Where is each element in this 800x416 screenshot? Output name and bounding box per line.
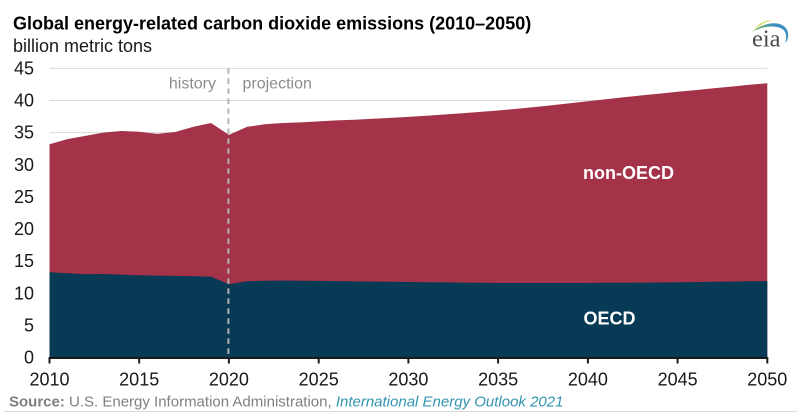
svg-text:2050: 2050 — [747, 370, 787, 390]
svg-text:2025: 2025 — [299, 370, 339, 390]
svg-text:45: 45 — [14, 58, 34, 78]
svg-text:10: 10 — [14, 283, 34, 303]
svg-text:Source: U.S. Energy Informatio: Source: U.S. Energy Information Administ… — [9, 393, 563, 410]
svg-text:2015: 2015 — [119, 370, 159, 390]
svg-text:2040: 2040 — [568, 370, 608, 390]
svg-text:Global energy-related carbon d: Global energy-related carbon dioxide emi… — [13, 14, 531, 34]
svg-text:2020: 2020 — [209, 370, 249, 390]
svg-text:OECD: OECD — [584, 309, 636, 329]
svg-text:2030: 2030 — [388, 370, 428, 390]
svg-text:2045: 2045 — [658, 370, 698, 390]
svg-text:0: 0 — [24, 348, 34, 368]
svg-text:history: history — [169, 76, 216, 93]
svg-text:5: 5 — [24, 315, 34, 335]
svg-text:25: 25 — [14, 187, 34, 207]
svg-text:30: 30 — [14, 155, 34, 175]
svg-text:non-OECD: non-OECD — [583, 163, 674, 183]
svg-text:15: 15 — [14, 251, 34, 271]
svg-text:35: 35 — [14, 123, 34, 143]
svg-text:2010: 2010 — [29, 370, 69, 390]
svg-text:eia: eia — [752, 26, 781, 53]
svg-text:20: 20 — [14, 219, 34, 239]
svg-text:billion metric tons: billion metric tons — [13, 36, 152, 56]
svg-text:2035: 2035 — [478, 370, 518, 390]
svg-text:40: 40 — [14, 91, 34, 111]
svg-text:projection: projection — [243, 76, 312, 93]
